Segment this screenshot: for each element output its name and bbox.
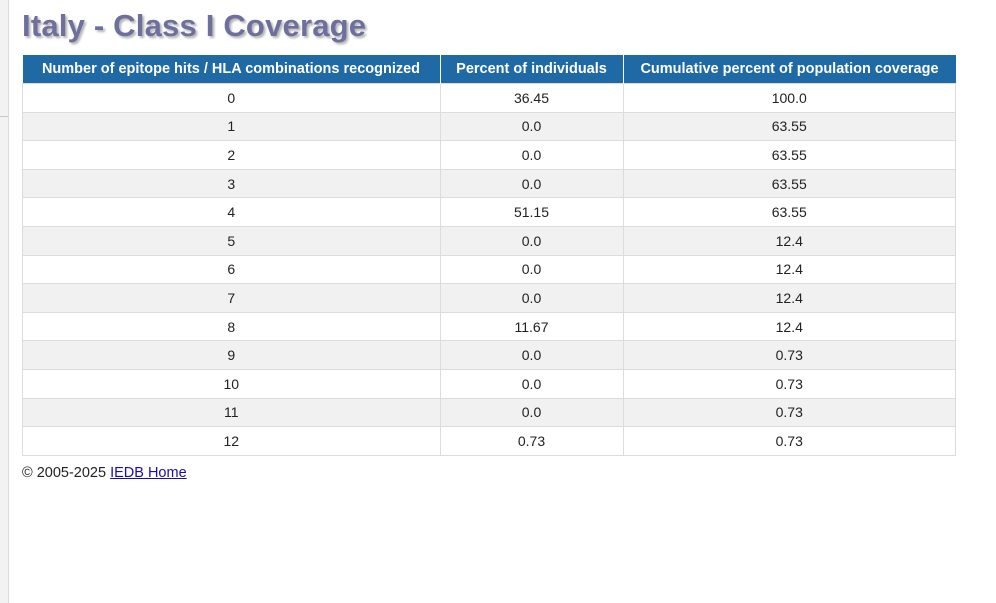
table-row: 2 0.0 63.55: [22, 140, 956, 170]
cell-cumulative-coverage: 12.4: [622, 283, 956, 313]
cell-epitope-hits: 11: [22, 397, 441, 428]
cell-cumulative-coverage: 12.4: [622, 225, 956, 256]
table-row: 1 0.0 63.55: [22, 111, 956, 142]
cell-percent-individuals: 0.0: [439, 340, 624, 370]
cell-epitope-hits: 7: [22, 283, 441, 313]
page-title: Italy - Class I Coverage: [22, 8, 367, 43]
edge-divider: [0, 116, 8, 117]
table-header-row: Number of epitope hits / HLA combination…: [22, 55, 956, 84]
cell-cumulative-coverage: 0.73: [622, 397, 956, 428]
cell-cumulative-coverage: 0.73: [622, 368, 956, 399]
cell-cumulative-coverage: 63.55: [622, 111, 956, 142]
cell-percent-individuals: 0.0: [439, 254, 624, 285]
cell-percent-individuals: 0.0: [439, 397, 624, 428]
cell-cumulative-coverage: 63.55: [622, 168, 956, 199]
table-row: 9 0.0 0.73: [22, 340, 956, 370]
table-row: 0 36.45 100.0: [22, 83, 956, 113]
table-row: 11 0.0 0.73: [22, 397, 956, 428]
coverage-table: Number of epitope hits / HLA combination…: [22, 55, 956, 456]
table-row: 10 0.0 0.73: [22, 368, 956, 399]
cell-cumulative-coverage: 12.4: [622, 311, 956, 342]
table-row: 12 0.73 0.73: [22, 426, 956, 456]
cell-epitope-hits: 12: [22, 426, 441, 456]
iedb-home-link[interactable]: IEDB Home: [110, 464, 187, 481]
cell-percent-individuals: 36.45: [439, 83, 624, 113]
cell-epitope-hits: 0: [22, 83, 441, 113]
table-row: 6 0.0 12.4: [22, 254, 956, 285]
cell-cumulative-coverage: 12.4: [622, 254, 956, 285]
cell-percent-individuals: 0.0: [439, 368, 624, 399]
cell-percent-individuals: 0.0: [439, 140, 624, 170]
cell-epitope-hits: 2: [22, 140, 441, 170]
table-row: 8 11.67 12.4: [22, 311, 956, 342]
column-header-percent-individuals: Percent of individuals: [440, 55, 624, 84]
cell-cumulative-coverage: 0.73: [622, 426, 956, 456]
cell-percent-individuals: 0.0: [439, 225, 624, 256]
cell-percent-individuals: 11.67: [439, 311, 624, 342]
cell-cumulative-coverage: 63.55: [622, 140, 956, 170]
page-content: Italy - Class I Coverage Number of epito…: [22, 8, 956, 481]
window-left-edge: [0, 0, 9, 603]
cell-percent-individuals: 51.15: [439, 197, 624, 227]
cell-epitope-hits: 6: [22, 254, 441, 285]
cell-epitope-hits: 5: [22, 225, 441, 256]
cell-epitope-hits: 9: [22, 340, 441, 370]
cell-epitope-hits: 3: [22, 168, 441, 199]
table-row: 4 51.15 63.55: [22, 197, 956, 227]
copyright-text: © 2005-2025: [22, 464, 107, 481]
column-header-epitope-hits: Number of epitope hits / HLA combination…: [22, 55, 441, 84]
cell-percent-individuals: 0.0: [439, 283, 624, 313]
table-row: 7 0.0 12.4: [22, 283, 956, 313]
cell-epitope-hits: 10: [22, 368, 441, 399]
table-row: 3 0.0 63.55: [22, 168, 956, 199]
cell-cumulative-coverage: 100.0: [622, 83, 956, 113]
footer: © 2005-2025 IEDB Home: [22, 465, 956, 481]
cell-cumulative-coverage: 63.55: [622, 197, 956, 227]
cell-percent-individuals: 0.73: [439, 426, 624, 456]
cell-percent-individuals: 0.0: [439, 111, 624, 142]
cell-cumulative-coverage: 0.73: [622, 340, 956, 370]
cell-epitope-hits: 1: [22, 111, 441, 142]
cell-epitope-hits: 8: [22, 311, 441, 342]
table-row: 5 0.0 12.4: [22, 225, 956, 256]
cell-epitope-hits: 4: [22, 197, 441, 227]
column-header-cumulative-coverage: Cumulative percent of population coverag…: [623, 55, 956, 84]
cell-percent-individuals: 0.0: [439, 168, 624, 199]
